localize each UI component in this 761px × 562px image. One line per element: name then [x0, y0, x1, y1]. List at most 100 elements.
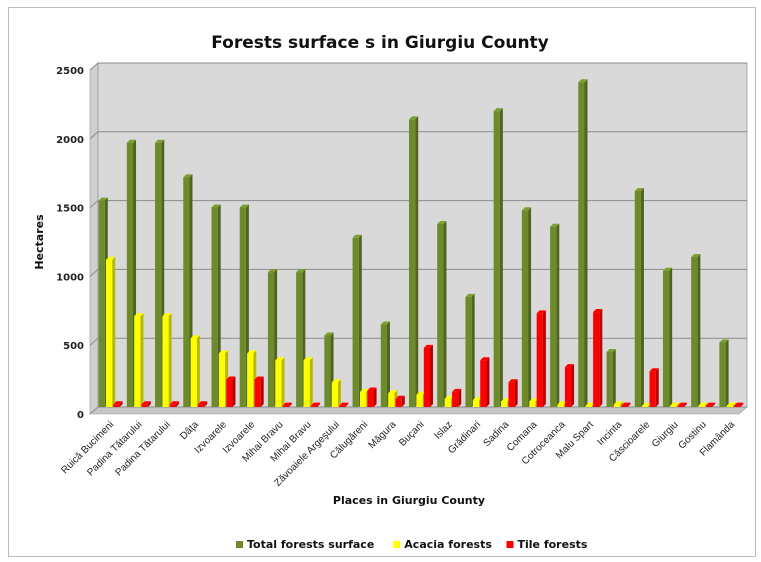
legend-swatch	[393, 541, 401, 548]
bar	[649, 368, 659, 407]
bar-front	[416, 394, 423, 407]
bar-front	[670, 405, 677, 407]
bar-top	[634, 187, 644, 191]
bar	[409, 116, 419, 407]
bar-front	[726, 405, 733, 407]
bar-top	[395, 395, 405, 399]
bar-front	[141, 404, 148, 407]
bar	[621, 402, 631, 407]
bar-top	[296, 269, 306, 273]
bar-top	[698, 402, 708, 406]
bar	[310, 402, 321, 407]
chart-svg: Forests surface s in Giurgiu County Hect…	[33, 33, 748, 551]
bar-top	[444, 395, 454, 399]
bar	[190, 335, 200, 407]
bar	[670, 402, 680, 407]
bar-side	[309, 357, 313, 407]
bar-top	[254, 376, 264, 380]
bar-front	[501, 401, 508, 407]
gridline-depth	[89, 200, 99, 208]
bar	[367, 387, 377, 407]
bar-top	[472, 397, 483, 401]
bar-front	[444, 398, 451, 407]
bar-front	[521, 210, 529, 407]
bar-top	[642, 402, 652, 406]
bar-side	[732, 402, 736, 407]
chart-title: Forests surface s in Giurgiu County	[211, 33, 549, 53]
bar-top	[726, 402, 736, 406]
bar-side	[712, 402, 716, 407]
bar-top	[437, 220, 447, 224]
bar-front	[557, 404, 564, 407]
bar-front	[719, 342, 726, 407]
bar-front	[564, 367, 572, 407]
bar-side	[401, 395, 405, 407]
bar-front	[303, 360, 310, 407]
bar-top	[267, 269, 278, 273]
bar-top	[677, 402, 687, 406]
bar	[536, 310, 546, 407]
bar-front	[578, 82, 585, 407]
bar-front	[480, 360, 487, 407]
bar	[691, 254, 701, 407]
y-tick-label: 2500	[56, 66, 84, 77]
bar-front	[282, 405, 289, 407]
bar	[493, 108, 503, 407]
bar-front	[437, 223, 444, 407]
bar	[613, 401, 624, 407]
bar	[734, 402, 744, 407]
bar-side	[620, 401, 624, 407]
bar	[465, 293, 475, 407]
legend-swatch	[506, 541, 514, 548]
bar-top	[331, 379, 341, 383]
bar-side	[112, 256, 116, 407]
bar-side	[542, 310, 546, 407]
bar-side	[697, 254, 701, 407]
bar-front	[472, 400, 480, 407]
bar-top	[606, 348, 616, 352]
bar-top	[183, 174, 193, 178]
bar	[593, 309, 603, 407]
bar	[423, 344, 433, 407]
legend-item: Acacia forests	[393, 538, 492, 551]
legend: Total forests surface Acacia forests Tile …	[236, 538, 588, 551]
bar-front	[613, 404, 621, 407]
bar-top	[465, 293, 475, 297]
bar	[452, 388, 462, 407]
legend-label: Tile forests	[518, 538, 588, 551]
bar-top	[480, 357, 490, 361]
chart-frame: Forests surface s in Giurgiu County Hect…	[8, 7, 756, 557]
legend-label: Acacia forests	[404, 538, 492, 551]
bar-front	[593, 312, 600, 407]
bar	[564, 364, 575, 407]
bar	[521, 207, 532, 407]
bar-front	[621, 405, 628, 407]
bar-top	[162, 313, 172, 317]
gridline-depth	[89, 131, 99, 140]
legend-swatch	[236, 541, 243, 548]
y-tick-label: 2000	[56, 135, 84, 146]
bar-front	[310, 405, 318, 407]
bar-top	[705, 402, 716, 406]
y-tick-label: 1500	[56, 204, 84, 215]
bar-front	[705, 405, 713, 407]
bar-side	[514, 379, 518, 407]
bar-front	[634, 190, 641, 407]
bar	[331, 379, 341, 407]
bar-top	[649, 368, 659, 372]
bar	[352, 234, 362, 407]
bar-top	[275, 357, 285, 361]
bar-front	[98, 200, 105, 407]
bar-side	[528, 207, 532, 407]
bar-side	[443, 220, 447, 407]
bar	[480, 357, 490, 407]
bar	[662, 267, 673, 407]
bar	[698, 402, 708, 407]
bar-side	[358, 234, 362, 407]
bar-top	[126, 139, 137, 143]
bar-side	[486, 357, 490, 407]
x-tick-label: Măgura	[367, 419, 399, 451]
bar-top	[557, 401, 567, 405]
bar	[134, 313, 144, 407]
